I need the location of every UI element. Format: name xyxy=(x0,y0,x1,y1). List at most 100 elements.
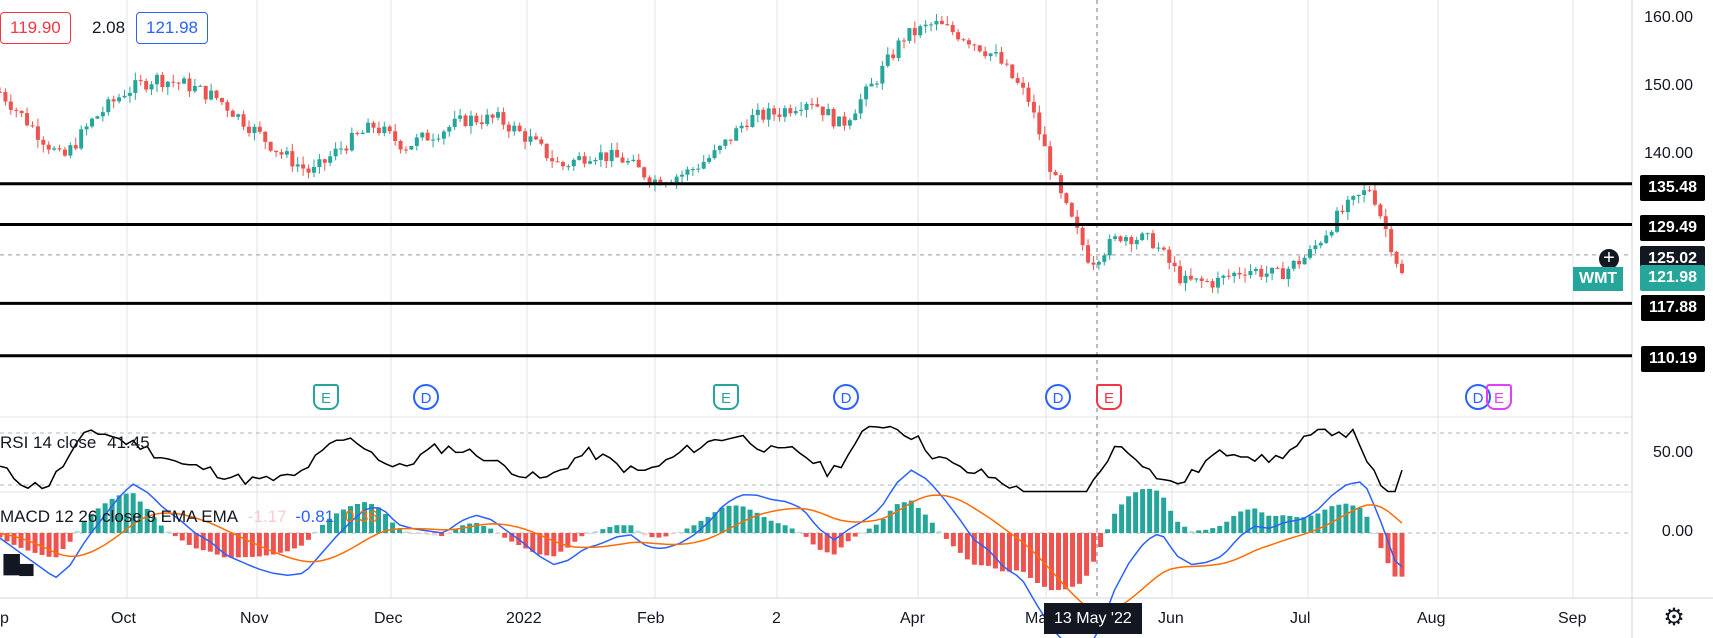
candle-body xyxy=(1075,216,1080,228)
candle-body xyxy=(1004,63,1009,65)
macd-histogram-bar xyxy=(712,512,718,533)
candle-body xyxy=(1372,190,1377,205)
candle-body xyxy=(1048,146,1053,172)
macd-histogram-bar xyxy=(348,506,353,533)
macd-histogram-bar xyxy=(319,524,325,533)
candle-body xyxy=(1113,236,1118,239)
candle-body xyxy=(728,139,733,141)
macd-histogram-bar xyxy=(635,530,641,533)
macd-histogram-bar xyxy=(1119,504,1125,533)
candle-body xyxy=(609,149,614,162)
candle-body xyxy=(1183,275,1188,284)
candle-body xyxy=(176,82,181,84)
macd-histogram-bar xyxy=(256,533,262,557)
macd-histogram-bar xyxy=(950,533,956,547)
candle-body xyxy=(14,109,19,111)
macd-histogram-bar xyxy=(908,500,914,533)
candle-body xyxy=(1302,257,1307,265)
candle-body xyxy=(187,78,192,92)
candle-body xyxy=(782,108,787,117)
macd-histogram-bar xyxy=(558,533,564,552)
dividend-marker[interactable]: D xyxy=(833,384,859,410)
level-tag-117[interactable]: 117.88 xyxy=(1640,295,1705,321)
macd-histogram-bar xyxy=(873,524,879,533)
macd-histogram-bar xyxy=(1077,533,1083,584)
candle-body xyxy=(290,151,295,167)
macd-histogram-bar xyxy=(1034,533,1040,584)
macd-histogram-bar xyxy=(1322,509,1328,533)
macd-histogram-bar xyxy=(376,507,382,533)
macd-histogram-bar xyxy=(894,504,900,533)
earnings-marker[interactable]: E xyxy=(713,384,739,410)
level-tag-110[interactable]: 110.19 xyxy=(1640,346,1705,372)
candle-body xyxy=(539,139,544,144)
macd-histogram-bar xyxy=(88,514,94,533)
candle-body xyxy=(447,126,452,132)
macd-histogram-bar xyxy=(305,533,311,540)
candle-body xyxy=(690,169,695,171)
macd-histogram-bar xyxy=(992,533,998,569)
candle-body xyxy=(1351,196,1356,200)
candle-body xyxy=(1367,190,1372,192)
candle-body xyxy=(339,148,344,150)
candle-body xyxy=(761,109,766,120)
macd-histogram-bar xyxy=(1308,515,1314,533)
dividend-marker[interactable]: D xyxy=(1045,384,1071,410)
candle-body xyxy=(144,81,149,90)
macd-histogram-bar xyxy=(467,523,473,533)
rsi-label[interactable]: RSI 14 close 41.45 xyxy=(0,433,150,453)
candle-body xyxy=(847,120,852,126)
earnings-marker[interactable]: E xyxy=(313,384,339,410)
macd-histogram-bar xyxy=(572,533,578,542)
candle-body xyxy=(441,131,446,139)
candle-body xyxy=(588,161,593,164)
candle-body xyxy=(625,160,630,163)
candle-body xyxy=(376,127,381,134)
candle-body xyxy=(896,40,901,59)
candle-body xyxy=(127,92,132,96)
candle-body xyxy=(1378,204,1383,217)
macd-label[interactable]: MACD 12 26 close 9 EMA EMA -1.17 -0.81 0… xyxy=(0,507,378,527)
tradingview-logo-icon[interactable]: ▇▄ xyxy=(4,553,34,575)
macd-line xyxy=(0,469,1403,638)
macd-histogram-bar xyxy=(600,529,606,533)
macd-histogram-bar xyxy=(390,522,396,533)
gear-icon[interactable]: ⚙ xyxy=(1663,604,1685,631)
macd-histogram-bar xyxy=(326,518,332,533)
candle-body xyxy=(100,112,105,117)
macd-histogram-bar xyxy=(460,525,466,533)
level-tag-135[interactable]: 135.48 xyxy=(1640,175,1705,201)
candle-body xyxy=(907,28,912,41)
level-tag-129[interactable]: 129.49 xyxy=(1640,215,1705,241)
macd-histogram-bar xyxy=(235,533,241,558)
earnings-marker-future[interactable]: E xyxy=(1486,384,1512,410)
candle-body xyxy=(1205,281,1210,283)
macd-histogram-bar xyxy=(852,533,858,537)
macd-histogram-bar xyxy=(1013,533,1019,571)
earnings-marker-recent[interactable]: E xyxy=(1096,384,1122,410)
macd-histogram-bar xyxy=(1147,488,1153,533)
macd-histogram-bar xyxy=(1168,510,1174,533)
macd-histogram-bar xyxy=(964,533,970,560)
candle-body xyxy=(777,114,782,117)
candle-body xyxy=(901,40,906,42)
candle-body xyxy=(409,145,414,150)
candle-body xyxy=(1021,82,1026,88)
macd-axis-tick: 0.00 xyxy=(1661,523,1693,540)
candle-body xyxy=(755,109,760,115)
candle-body xyxy=(1129,237,1134,245)
macd-histogram-bar xyxy=(397,529,403,533)
candle-body xyxy=(263,131,268,142)
macd-histogram-bar xyxy=(1329,506,1335,533)
candle-body xyxy=(382,126,387,134)
dividend-marker[interactable]: D xyxy=(413,384,439,410)
candle-body xyxy=(387,126,392,132)
dividend-marker-future[interactable]: D xyxy=(1465,384,1491,410)
macd-histogram-bar xyxy=(1084,533,1090,576)
candle-body xyxy=(620,157,625,163)
candle-body xyxy=(1053,171,1058,176)
candle-body xyxy=(636,159,641,168)
macd-histogram-bar xyxy=(1182,526,1188,533)
